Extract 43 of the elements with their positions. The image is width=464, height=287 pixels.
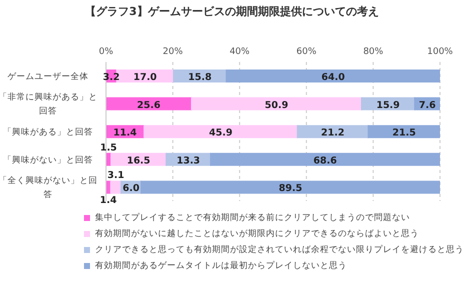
y-tick-label: 「全く興味がない」と回答 <box>0 175 98 200</box>
x-tick-label: 20% <box>162 47 184 57</box>
data-label: 13.3 <box>176 155 200 166</box>
bar <box>110 180 122 194</box>
data-label: 21.5 <box>392 128 416 139</box>
data-label: 17.0 <box>133 72 158 83</box>
data-label: 1.4 <box>100 195 118 206</box>
y-tick-label: 「興味がない」と回答 <box>3 154 93 166</box>
data-label: 64.0 <box>321 72 346 83</box>
x-tick-label: 60% <box>296 47 317 57</box>
bar <box>144 125 298 138</box>
legend-label: 有効期間がないに越したことはないが期限内にクリアできるのならばよいと思う <box>94 228 420 241</box>
bar <box>191 97 362 110</box>
data-label: 45.9 <box>209 128 232 139</box>
data-label: 25.6 <box>137 100 161 111</box>
data-label: 21.2 <box>321 128 345 139</box>
x-tick-label: 0% <box>98 47 114 57</box>
data-label: 15.8 <box>188 72 212 83</box>
data-label: 50.9 <box>264 100 288 111</box>
data-label: 68.6 <box>313 155 338 166</box>
legend-label: 有効期間があるゲームタイトルは最初からプレイしないと思う <box>94 260 348 273</box>
y-tick-label: 「非常に興味がある」と回答 <box>0 92 98 117</box>
bar <box>210 152 440 166</box>
x-tick-label: 80% <box>363 47 384 57</box>
bar <box>368 125 440 138</box>
y-tick-label: ゲームユーザー全体 <box>8 70 88 82</box>
data-label: 7.6 <box>418 100 436 111</box>
data-label: 11.4 <box>113 128 138 139</box>
data-label: 15.9 <box>376 100 400 111</box>
x-tick-label: 40% <box>230 47 250 57</box>
x-tick-label: 100% <box>427 47 454 57</box>
bar <box>106 97 192 110</box>
data-label: 1.5 <box>100 142 117 154</box>
data-label: 6.0 <box>122 183 140 194</box>
legend-label: クリアできると思っても有効期間が設定されていれば余程でない限りプレイを避けると思う <box>94 244 464 257</box>
data-label: 89.5 <box>278 183 302 194</box>
y-tick-label: 「興味がある」と回答 <box>3 126 93 138</box>
chart-title: 【グラフ3】ゲームサービスの期間期限提供についての考え <box>84 4 380 19</box>
bar <box>140 180 440 194</box>
data-label: 3.1 <box>107 170 124 182</box>
legend-label: 集中してプレイすることで有効期間が来る前にクリアしてしまうので問題ない <box>94 212 411 225</box>
data-label: 16.5 <box>126 155 150 166</box>
bar <box>226 70 440 82</box>
